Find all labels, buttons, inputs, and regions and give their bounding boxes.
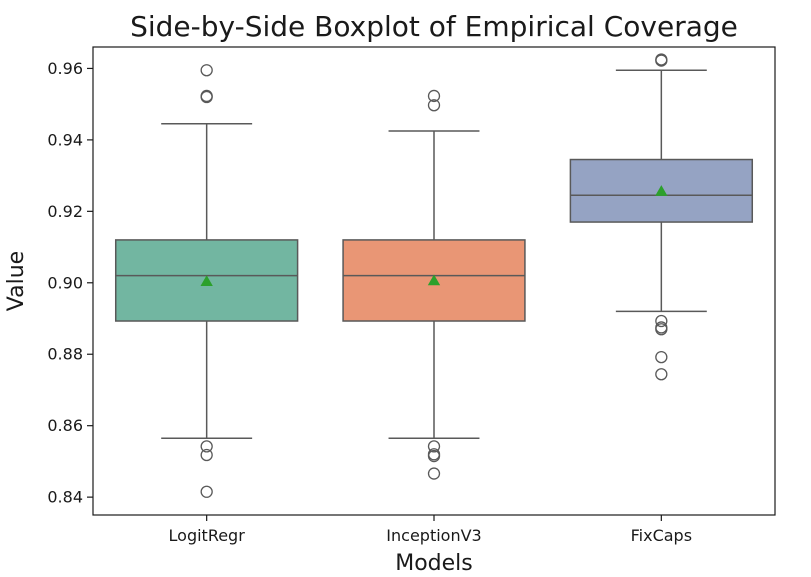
y-axis: 0.84 0.86 0.88 0.90 0.92 0.94 0.96 bbox=[47, 59, 93, 507]
outlier-point bbox=[427, 440, 441, 453]
chart-title: Side-by-Side Boxplot of Empirical Covera… bbox=[130, 10, 738, 43]
mean-marker bbox=[427, 274, 441, 286]
x-tick-label: InceptionV3 bbox=[386, 526, 481, 545]
y-axis-label: Value bbox=[4, 251, 29, 311]
outlier-point bbox=[427, 99, 441, 112]
x-tick-label: LogitRegr bbox=[169, 526, 246, 545]
x-axis-label: Models bbox=[395, 551, 473, 576]
y-tick-label: 0.94 bbox=[47, 130, 83, 149]
box-fixcaps bbox=[569, 53, 754, 381]
boxes-group bbox=[114, 53, 754, 498]
outlier-point bbox=[655, 368, 668, 381]
outlier-point bbox=[655, 350, 668, 364]
y-tick-label: 0.92 bbox=[47, 202, 83, 221]
outlier-point bbox=[200, 64, 213, 77]
outlier-point bbox=[427, 449, 441, 463]
y-tick-label: 0.84 bbox=[47, 488, 83, 507]
box-inceptionv3 bbox=[342, 89, 526, 480]
mean-marker bbox=[655, 185, 668, 196]
y-tick-label: 0.88 bbox=[47, 345, 83, 364]
x-axis: LogitRegr InceptionV3 FixCaps bbox=[169, 515, 692, 545]
outlier-point bbox=[655, 314, 668, 328]
x-tick-label: FixCaps bbox=[631, 526, 692, 545]
box-logitregr bbox=[114, 64, 299, 498]
outlier-point bbox=[200, 448, 213, 462]
y-tick-label: 0.90 bbox=[47, 273, 83, 292]
outlier-point bbox=[427, 467, 441, 480]
outlier-point bbox=[200, 485, 213, 498]
outlier-point bbox=[200, 90, 213, 104]
outlier-point bbox=[427, 89, 441, 103]
y-tick-label: 0.96 bbox=[47, 59, 83, 78]
y-tick-label: 0.86 bbox=[47, 416, 83, 435]
plot-frame bbox=[92, 46, 776, 516]
outlier-point bbox=[200, 440, 213, 453]
outlier-point bbox=[655, 54, 668, 67]
mean-marker bbox=[200, 275, 213, 286]
outlier-point bbox=[655, 323, 668, 336]
